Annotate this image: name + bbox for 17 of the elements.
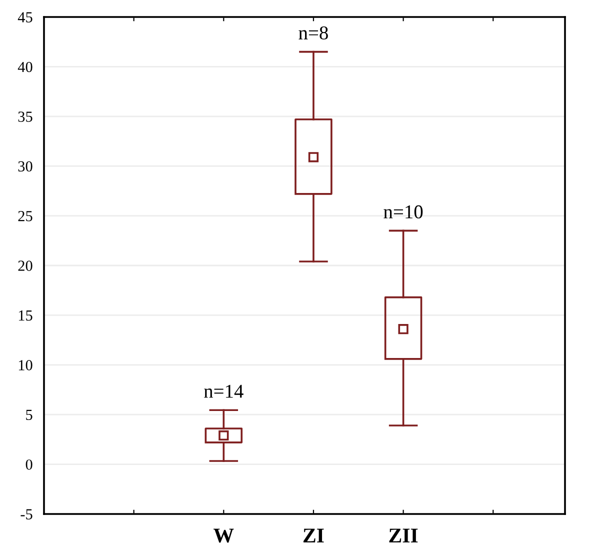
- y-tick-label: 15: [18, 310, 32, 321]
- annotation: n=8: [298, 26, 328, 40]
- y-tick-label: 30: [18, 161, 32, 172]
- annotation: n=10: [384, 205, 423, 218]
- y-tick-label: 20: [18, 260, 32, 271]
- x-tick-label: W: [214, 528, 234, 543]
- y-tick-label: 5: [26, 410, 32, 420]
- y-tick-label: 40: [18, 62, 32, 72]
- y-tick-label: 0: [26, 459, 32, 470]
- y-tick-label: -5: [20, 509, 32, 520]
- x-tick-label: ZI: [303, 528, 324, 542]
- y-tick-label: 25: [18, 210, 32, 222]
- x-tick-label: ZII: [389, 528, 418, 542]
- y-tick-label: 35: [18, 112, 32, 122]
- y-tick-label: 10: [18, 360, 32, 370]
- annotation: n=14: [204, 384, 244, 398]
- y-tick-label: 45: [18, 12, 32, 22]
